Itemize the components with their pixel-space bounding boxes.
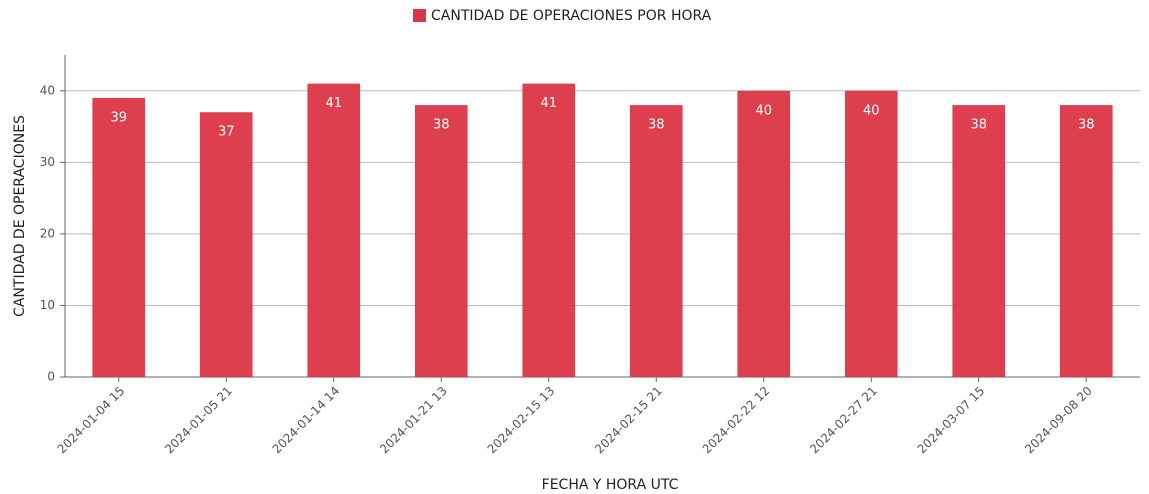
bar [737, 90, 791, 378]
bar [199, 112, 253, 377]
x-tick-label: 2024-01-04 15 [55, 384, 128, 457]
bar [414, 105, 468, 377]
bar [952, 105, 1006, 377]
x-tick-label: 2024-03-07 15 [915, 384, 988, 457]
x-tick-label: 2024-02-15 21 [592, 384, 665, 457]
data-label: 39 [110, 110, 127, 125]
x-tick-label: 2024-01-14 14 [270, 384, 343, 457]
x-axis-label: FECHA Y HORA UTC [542, 477, 679, 493]
y-tick-label: 0 [47, 370, 55, 384]
y-tick-label: 20 [40, 226, 55, 240]
y-tick-label: 40 [40, 83, 55, 97]
bar [629, 105, 683, 377]
data-label: 38 [648, 118, 665, 133]
x-tick-label: 2024-09-08 20 [1022, 384, 1095, 457]
data-label: 38 [1078, 118, 1095, 133]
x-tick-label: 2024-02-22 12 [700, 384, 773, 457]
bar [1059, 105, 1113, 377]
data-label: 38 [970, 118, 987, 133]
bar [844, 90, 898, 378]
data-label: 40 [863, 103, 880, 118]
bar [307, 83, 361, 377]
data-label: 40 [755, 103, 772, 118]
legend-label: CANTIDAD DE OPERACIONES POR HORA [431, 8, 712, 24]
data-label: 38 [433, 118, 450, 133]
legend-swatch [413, 9, 426, 22]
data-label: 41 [325, 96, 342, 111]
bar [522, 83, 576, 377]
x-tick-label: 2024-01-05 21 [162, 384, 235, 457]
data-label: 37 [218, 125, 235, 140]
y-tick-label: 10 [40, 298, 55, 312]
y-tick-label: 30 [40, 155, 55, 169]
data-label: 41 [540, 96, 557, 111]
x-tick-label: 2024-02-15 13 [485, 384, 558, 457]
bar [92, 97, 146, 377]
y-axis-label: CANTIDAD DE OPERACIONES [12, 115, 28, 317]
x-tick-label: 2024-02-27 21 [807, 384, 880, 457]
x-tick-label: 2024-01-21 13 [377, 384, 450, 457]
